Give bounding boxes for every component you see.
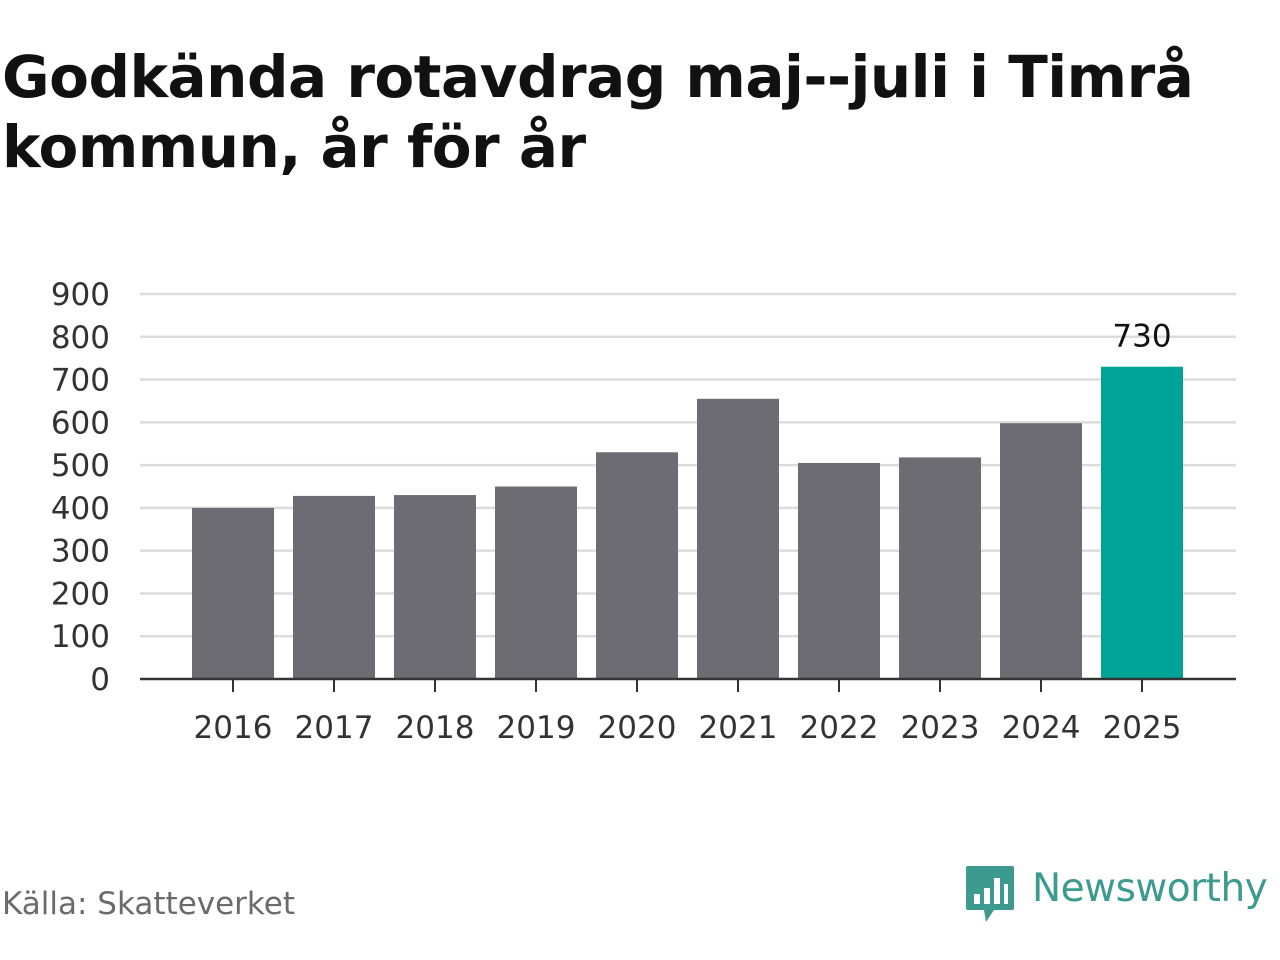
labels: 0 100 200 300 400 500 600 700 800 900 2016 2017 2018… [51,277,1182,746]
y-tick-label: 500 [51,448,110,484]
y-tick-label: 100 [51,619,110,655]
newsworthy-logo-icon [966,866,1014,922]
y-tick-label: 300 [51,534,110,570]
bar-2019 [495,486,577,679]
x-tick-label: 2019 [497,710,576,746]
source-note: Källa: Skatteverket [2,886,296,922]
x-tick-label: 2022 [800,710,879,746]
brand-name: Newsworthy [1032,866,1268,911]
y-tick-label: 700 [51,363,110,399]
x-tick-label: 2017 [295,710,374,746]
x-tick-label: 2020 [598,710,677,746]
bar-2017 [293,495,375,679]
data-label: 730 [1112,319,1171,355]
bar-2020 [596,452,678,679]
bars [192,366,1183,679]
axes [140,677,1236,692]
bar-2023 [899,457,981,679]
y-tick-label: 800 [51,320,110,356]
y-tick-label: 900 [51,277,110,313]
y-tick-label: 400 [51,491,110,527]
bar-2018 [394,495,476,679]
y-tick-label: 0 [90,662,110,698]
x-tick-label: 2025 [1103,710,1182,746]
x-tick-label: 2018 [396,710,475,746]
bar-2022 [798,462,880,679]
chart-title: Godkända rotavdrag maj--juli i Timrå kom… [2,43,1194,181]
bar-2024 [1000,423,1082,679]
y-tick-label: 200 [51,576,110,612]
bar-2021 [697,398,779,679]
bar-2016 [192,507,274,679]
y-tick-label: 600 [51,405,110,441]
x-tick-label: 2023 [901,710,980,746]
bar-chart: 0 100 200 300 400 500 600 700 800 900 2016 2017 2018… [51,277,1236,746]
x-tick-label: 2024 [1002,710,1081,746]
brand-logo: Newsworthy [964,864,1268,926]
bar-2025 [1101,366,1183,679]
x-tick-label: 2016 [194,710,273,746]
x-tick-label: 2021 [699,710,778,746]
